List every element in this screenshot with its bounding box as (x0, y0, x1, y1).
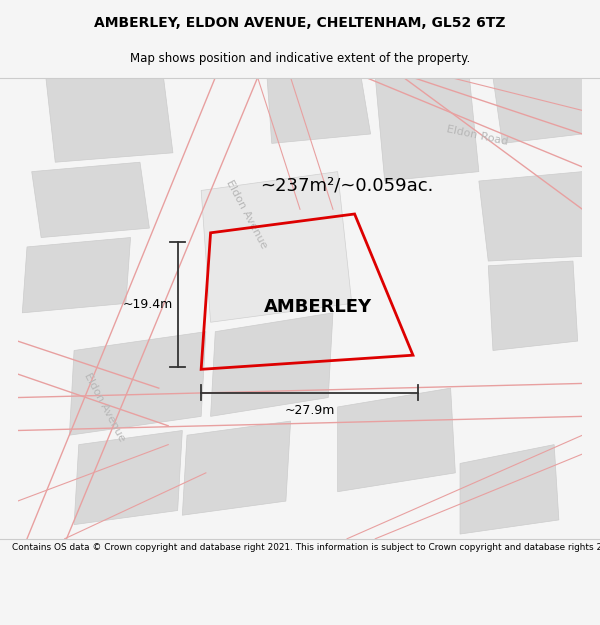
Polygon shape (479, 172, 583, 261)
Text: ~237m²/~0.059ac.: ~237m²/~0.059ac. (260, 177, 434, 195)
Polygon shape (201, 172, 352, 322)
Polygon shape (488, 261, 578, 351)
Polygon shape (267, 78, 371, 143)
Text: Eldon Avenue: Eldon Avenue (82, 371, 127, 443)
Text: ~27.9m: ~27.9m (284, 404, 335, 417)
Polygon shape (22, 238, 131, 313)
Text: Eldon Road: Eldon Road (445, 124, 509, 148)
Text: AMBERLEY: AMBERLEY (264, 298, 373, 316)
Text: Contains OS data © Crown copyright and database right 2021. This information is : Contains OS data © Crown copyright and d… (12, 543, 600, 552)
Polygon shape (338, 388, 455, 492)
Polygon shape (46, 78, 173, 162)
Polygon shape (376, 78, 479, 181)
Polygon shape (70, 332, 206, 435)
Text: ~19.4m: ~19.4m (122, 298, 173, 311)
Polygon shape (493, 78, 583, 143)
Text: Map shows position and indicative extent of the property.: Map shows position and indicative extent… (130, 52, 470, 64)
Polygon shape (460, 444, 559, 534)
Polygon shape (74, 431, 182, 524)
Polygon shape (32, 162, 149, 238)
Text: AMBERLEY, ELDON AVENUE, CHELTENHAM, GL52 6TZ: AMBERLEY, ELDON AVENUE, CHELTENHAM, GL52… (94, 16, 506, 30)
Text: Eldon Avenue: Eldon Avenue (224, 178, 269, 250)
Polygon shape (182, 421, 290, 515)
Polygon shape (211, 313, 333, 416)
